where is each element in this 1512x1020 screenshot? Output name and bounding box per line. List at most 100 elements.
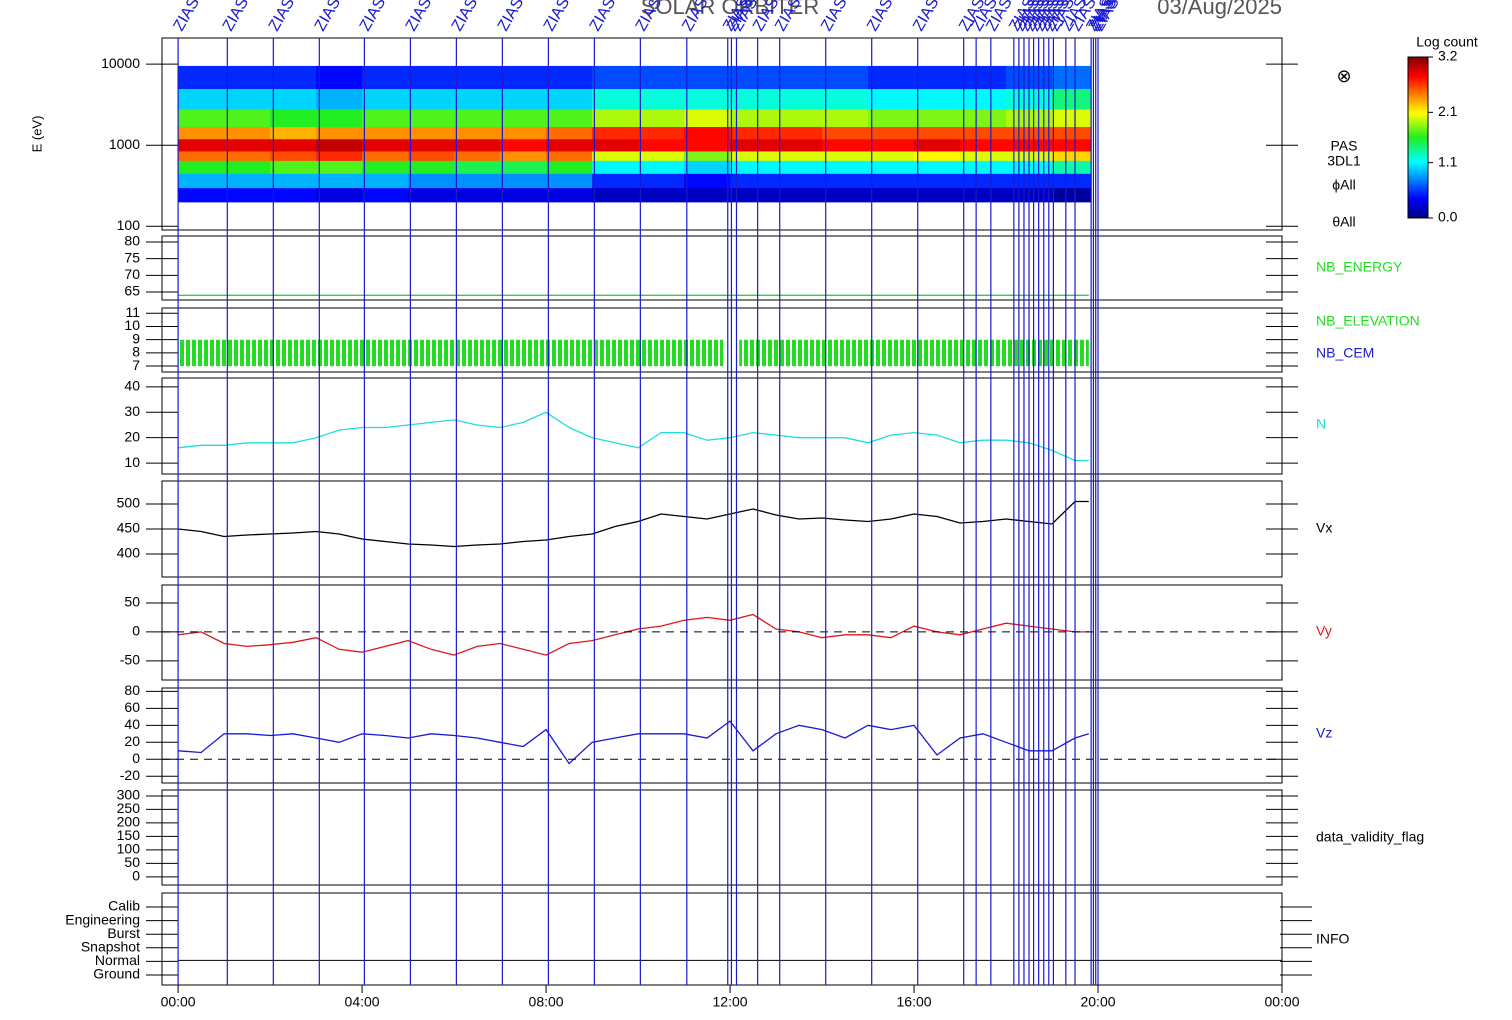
heat-cell <box>546 126 593 140</box>
event-label: ZIAS <box>495 0 528 34</box>
heat-cell <box>316 138 363 152</box>
panel-frame <box>161 307 1283 373</box>
heat-cell <box>546 150 593 161</box>
event-label: ZIAS <box>220 0 253 34</box>
heat-cell <box>1052 150 1092 161</box>
heat-cell <box>822 126 869 140</box>
colorbar-tick-label: 1.1 <box>1438 153 1458 169</box>
heat-cell <box>592 150 639 161</box>
heat-cell <box>868 150 915 161</box>
y-tick-label: 75 <box>124 249 140 265</box>
heat-cell <box>730 88 777 110</box>
series-line <box>178 500 1089 548</box>
heat-cell <box>914 126 961 140</box>
event-label: ZIAS <box>312 0 345 34</box>
y-tick-label: 300 <box>117 787 141 803</box>
heat-cell <box>270 187 317 203</box>
y-tick-label: 400 <box>117 545 141 561</box>
series-line <box>178 411 1089 462</box>
colorbar-tick-label: 2.1 <box>1438 103 1458 119</box>
heat-cell <box>684 65 731 90</box>
heat-cell <box>408 126 455 140</box>
heat-cell <box>730 65 777 90</box>
y-tick-label: 7 <box>132 357 140 373</box>
heat-cell <box>408 108 455 128</box>
heat-cell <box>868 108 915 128</box>
heat-cell <box>454 187 501 203</box>
heat-cell <box>684 126 731 140</box>
date: 03/Aug/2025 <box>1157 0 1282 19</box>
y-tick-label: 40 <box>124 378 140 394</box>
heat-cell <box>362 108 409 128</box>
heat-cell <box>500 187 547 203</box>
heat-cell <box>960 88 1007 110</box>
heat-cell <box>592 108 639 128</box>
event-label: ZIAS <box>403 0 436 34</box>
heat-cell <box>178 138 225 152</box>
heat-cell <box>730 138 777 152</box>
heat-cell <box>316 126 363 140</box>
y-tick-label: 80 <box>124 233 140 249</box>
heat-cell <box>638 150 685 161</box>
y-tick-label: 11 <box>125 304 140 320</box>
heat-cell <box>362 150 409 161</box>
heat-cell <box>730 126 777 140</box>
heat-cell <box>638 126 685 140</box>
heat-cell <box>500 65 547 90</box>
heat-cell <box>730 150 777 161</box>
y-tick-label: Burst <box>107 925 140 941</box>
heat-cell <box>638 160 685 174</box>
heat-cell <box>224 150 271 161</box>
heat-cell <box>684 187 731 203</box>
y-axis-label: E (eV) <box>29 116 44 153</box>
heat-cell <box>316 88 363 110</box>
heat-cell <box>1052 65 1092 90</box>
heat-cell <box>822 138 869 152</box>
x-tick-label: 00:00 <box>161 994 196 1010</box>
heat-cell <box>960 108 1007 128</box>
heat-cell <box>178 65 225 90</box>
panel-frame <box>161 480 1283 578</box>
panel-frame <box>161 584 1283 681</box>
heat-cell <box>316 108 363 128</box>
heat-cell <box>178 160 225 174</box>
heat-cell <box>776 108 823 128</box>
heat-cell <box>684 108 731 128</box>
heat-cell <box>454 65 501 90</box>
y-tick-label: 10000 <box>101 55 140 71</box>
heat-cell <box>730 160 777 174</box>
heat-cell <box>500 88 547 110</box>
heat-cell <box>224 138 271 152</box>
heat-cell <box>960 126 1007 140</box>
heat-cell <box>362 88 409 110</box>
heat-cell <box>684 138 731 152</box>
heat-cell <box>408 138 455 152</box>
heat-cell <box>592 173 639 189</box>
heat-cell <box>224 65 271 90</box>
heat-cell <box>914 160 961 174</box>
colorbar-tick-label: 3.2 <box>1438 48 1458 64</box>
y-tick-label: 50 <box>124 594 140 610</box>
heat-cell <box>822 160 869 174</box>
event-label: ZIAS <box>357 0 390 34</box>
y-tick-label: 1000 <box>109 136 140 152</box>
heat-cell <box>638 187 685 203</box>
heat-cell <box>178 173 225 189</box>
series-line <box>178 720 1089 765</box>
heat-cell <box>638 173 685 189</box>
heat-cell <box>592 88 639 110</box>
x-tick-label: 12:00 <box>713 994 748 1010</box>
event-label: ZIAS <box>541 0 574 34</box>
heat-cell <box>408 65 455 90</box>
heat-cell <box>224 173 271 189</box>
heat-cell <box>408 88 455 110</box>
heat-cell <box>822 150 869 161</box>
heat-cell <box>454 173 501 189</box>
heat-cell <box>362 160 409 174</box>
heat-cell <box>224 160 271 174</box>
y-tick-label: -50 <box>120 652 140 668</box>
heat-cell <box>684 173 731 189</box>
y-tick-label: 450 <box>117 520 141 536</box>
heat-cell <box>1052 173 1092 189</box>
heat-cell <box>960 173 1007 189</box>
